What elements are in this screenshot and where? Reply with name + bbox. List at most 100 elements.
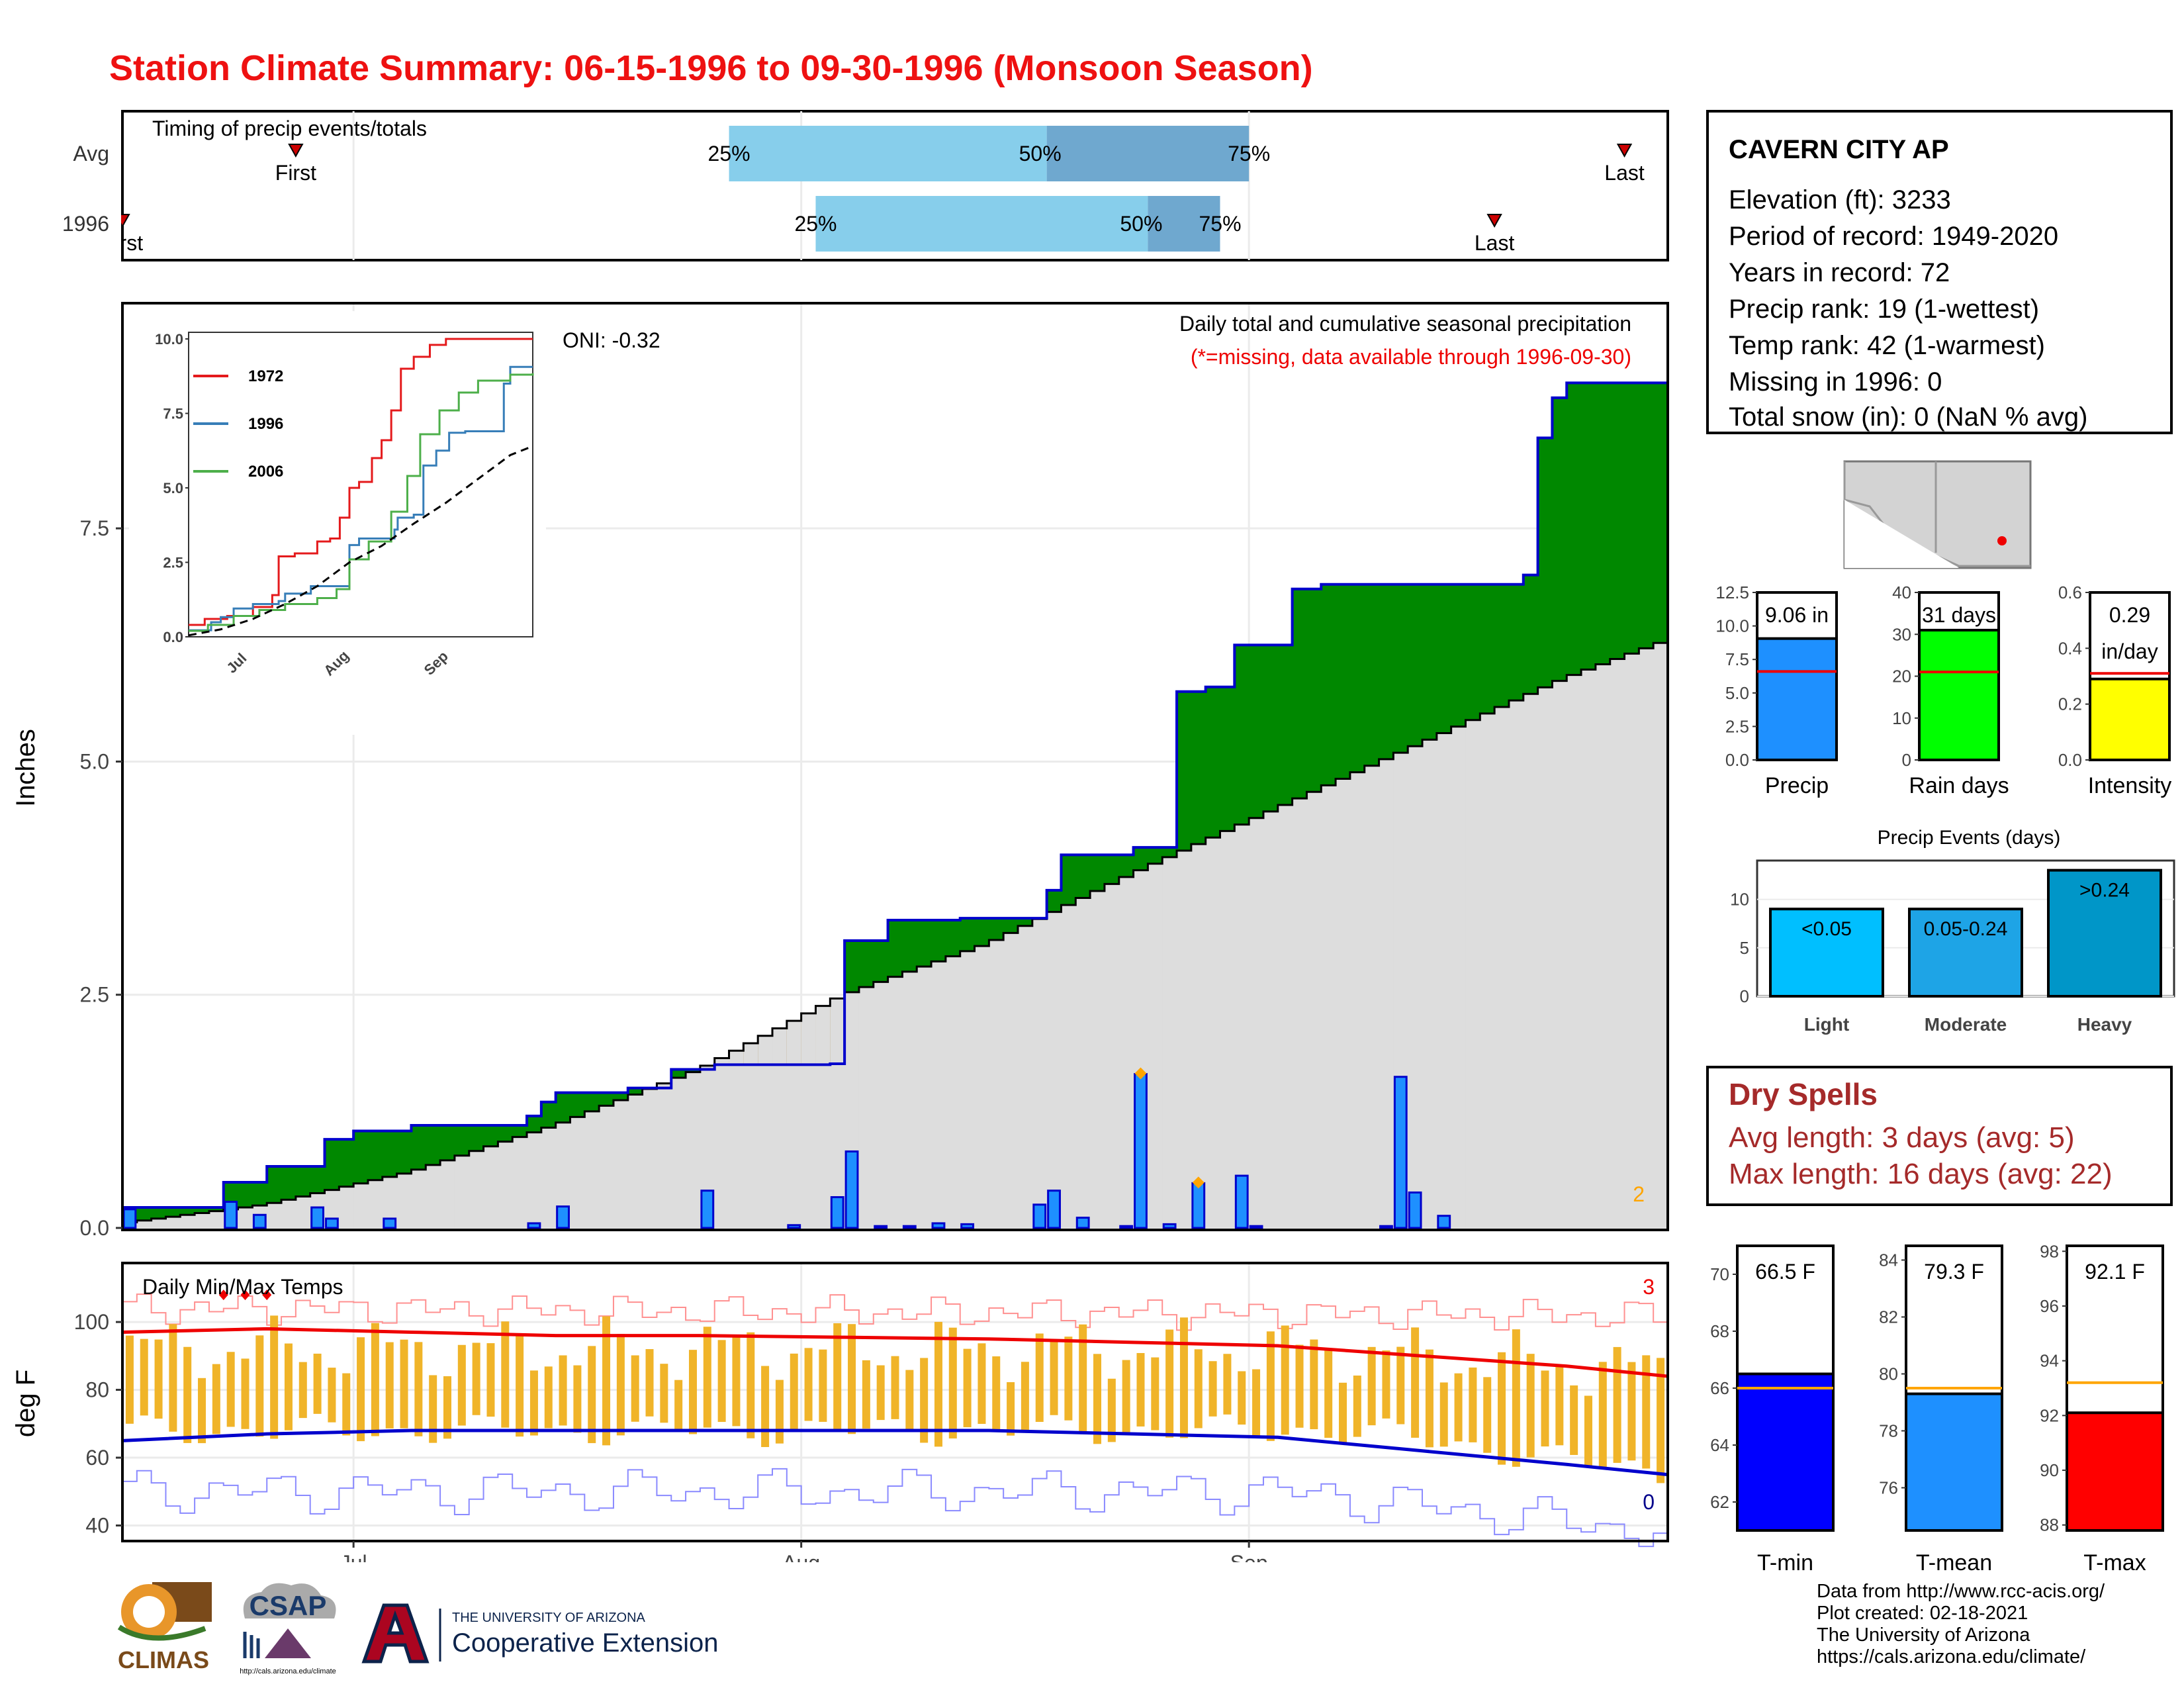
daily-temp-bar <box>1584 1395 1592 1466</box>
avg-cum-fill <box>180 1215 195 1228</box>
avg-cum-fill <box>1610 659 1625 1228</box>
mini-raindays-bar <box>1918 628 2000 761</box>
precip-diff-fill <box>555 1092 571 1123</box>
precip-diff-fill <box>483 1125 499 1147</box>
daily-temp-bar <box>1526 1354 1535 1458</box>
mini-y-tick: 10 <box>1892 708 1911 728</box>
precip-diff-fill <box>281 1166 296 1200</box>
tmin-y-tick: 62 <box>1710 1492 1729 1512</box>
precip-diff-fill <box>1148 847 1163 864</box>
daily-temp-bar <box>357 1337 365 1442</box>
daily-temp-bar <box>255 1335 264 1437</box>
daily-temp-bar <box>371 1323 379 1436</box>
temp-max-count: 3 <box>1643 1275 1655 1299</box>
precip-diff-fill <box>1494 584 1510 708</box>
mini-raindays-label: Rain days <box>1909 773 2009 798</box>
daily-temp-bar <box>963 1348 972 1428</box>
avg-cum-fill <box>353 1183 369 1228</box>
precip-diff-fill <box>1191 691 1206 845</box>
daily-temp-bar <box>342 1373 351 1436</box>
precip-diff-fill <box>1336 584 1351 779</box>
daily-temp-bar <box>457 1344 466 1426</box>
y-tick-label: 80 <box>85 1378 109 1402</box>
daily-temp-bar <box>1598 1362 1607 1468</box>
avg-cum-fill <box>1061 905 1077 1228</box>
daily-precip-bar <box>325 1217 339 1229</box>
daily-temp-bar <box>703 1327 711 1428</box>
daily-temp-bar <box>602 1316 611 1446</box>
tmean-value: 79.3 F <box>1924 1260 1984 1284</box>
precip-diff-fill <box>1552 397 1568 681</box>
avg-cum-fill <box>989 939 1004 1228</box>
daily-temp-bar <box>1353 1375 1361 1437</box>
station-elevation: Elevation (ft): 3233 <box>1729 185 1951 214</box>
events-category: Heavy <box>2077 1014 2132 1035</box>
precip-diff-fill <box>1003 918 1019 933</box>
x-tick-label: Jul <box>340 1551 367 1562</box>
precip-diff-fill <box>1177 691 1192 851</box>
avg-cum-fill <box>1148 863 1163 1228</box>
daily-temp-bar <box>414 1342 423 1436</box>
daily-precip-bar <box>844 1150 859 1229</box>
daily-precip-bar <box>1437 1215 1451 1229</box>
daily-precip-bar <box>252 1213 267 1229</box>
precip-diff-fill <box>382 1131 398 1177</box>
avg-cum-fill <box>208 1211 224 1228</box>
inset-frame <box>188 332 533 637</box>
daily-temp-bar <box>732 1336 741 1427</box>
precip-diff-fill <box>1408 584 1423 747</box>
events-bar-label: 0.05-0.24 <box>1924 918 2008 940</box>
daily-temp-bar <box>920 1358 929 1443</box>
daily-precip-bar <box>224 1201 238 1229</box>
precip-diff-fill <box>1162 847 1177 857</box>
daily-precip-bar <box>1032 1203 1047 1229</box>
mini-raindays-value: 31 days <box>1922 603 1996 627</box>
tmax-y-tick: 98 <box>2040 1241 2059 1261</box>
avg-cum-fill <box>1408 746 1423 1228</box>
station-precip-rank: Precip rank: 19 (1-wettest) <box>1729 295 2040 324</box>
avg-cum-fill <box>527 1132 542 1228</box>
credit-line: Data from http://www.rcc-acis.org/ <box>1817 1581 2105 1602</box>
precip-diff-fill <box>902 920 918 972</box>
obs-cum-line <box>122 381 1668 1209</box>
tmean-y-tick: 78 <box>1879 1421 1898 1441</box>
precip-diff-fill <box>1595 383 1611 665</box>
tmax-bar <box>2066 1411 2164 1532</box>
avg-cum-fill <box>758 1035 773 1228</box>
daily-temp-bar <box>1324 1348 1333 1438</box>
csap-logo-text: CSAP <box>250 1590 327 1621</box>
y-tick-label: 5.0 <box>80 749 109 773</box>
avg-cum-fill <box>411 1169 427 1228</box>
mini-intensity-bar <box>2089 677 2171 761</box>
timing-row-label: 1996 <box>62 212 109 236</box>
tmax-y-tick: 94 <box>2040 1351 2059 1371</box>
precip-title: Daily total and cumulative seasonal prec… <box>1179 312 1631 336</box>
tmax-label: T-max <box>2083 1550 2146 1575</box>
daily-temp-bar <box>1439 1382 1448 1447</box>
precip-diff-fill <box>917 920 932 967</box>
avg-cum-fill <box>1508 700 1524 1228</box>
avg-cum-fill <box>1277 804 1293 1228</box>
record-high-marker <box>218 1289 228 1301</box>
mini-y-tick: 12.5 <box>1715 583 1749 602</box>
daily-temp-bar <box>212 1364 220 1434</box>
daily-temp-bar <box>775 1380 784 1444</box>
daily-temp-bar <box>1064 1336 1073 1421</box>
precip-diff-fill <box>1436 584 1452 733</box>
precip-diff-fill <box>454 1125 470 1156</box>
oni-label: ONI: -0.32 <box>563 328 660 352</box>
timing-first-label: First <box>275 161 316 185</box>
inset-y-tick: 10.0 <box>155 331 183 348</box>
avg-cum-fill <box>1249 818 1264 1228</box>
daily-temp-bar <box>284 1343 293 1430</box>
precip-diff-fill <box>1379 584 1394 759</box>
mini-y-tick: 0.0 <box>1725 750 1749 770</box>
timing-bar-q2 <box>1046 126 1250 181</box>
avg-cum-fill <box>1321 785 1336 1228</box>
timing-clip <box>0 205 121 258</box>
timing-p25-label: 25% <box>708 142 751 165</box>
daily-temp-bar <box>1238 1371 1246 1425</box>
daily-temp-bar <box>1382 1350 1390 1419</box>
precip-diff-fill <box>1349 584 1365 773</box>
avg-cum-fill <box>931 961 946 1228</box>
